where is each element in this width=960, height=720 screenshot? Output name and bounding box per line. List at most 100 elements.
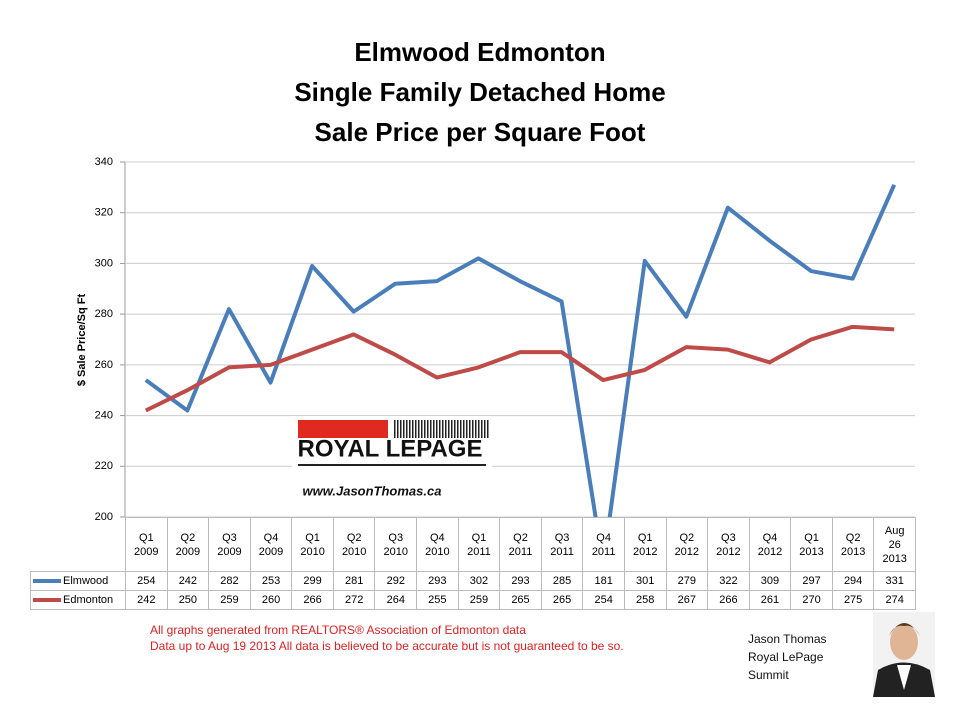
- y-tick-label: 220: [95, 460, 113, 472]
- photo: [873, 612, 935, 697]
- logo: ROYAL LEPAGE www.JasonThomas.ca: [292, 416, 492, 506]
- value-cell: 266: [707, 590, 750, 610]
- y-tick-label: 320: [95, 207, 113, 219]
- header-row: Q1 2009 Q2 2009 Q3 2009 Q4 2009 Q1 2010 Q2 20…: [31, 517, 916, 572]
- legend-cell: Edmonton: [30, 590, 126, 610]
- y-tick-label: 300: [95, 257, 113, 269]
- logo-bar: [415, 420, 417, 438]
- logo-bar: [418, 420, 420, 438]
- logo-bar: [397, 420, 399, 438]
- logo-red: [298, 420, 388, 438]
- value-cell: 302: [457, 571, 501, 591]
- logo-bar: [400, 420, 402, 438]
- logo-bar: [463, 420, 465, 438]
- x-tick-label: Q4 2010: [416, 517, 459, 572]
- x-tick-label: Q3 2009: [208, 517, 251, 572]
- x-tick-label: Q3 2011: [540, 517, 584, 572]
- logo-bar: [469, 420, 471, 438]
- x-tick-label: Q4 2012: [748, 517, 792, 572]
- x-tick-label: Q1 2011: [457, 517, 501, 572]
- title-line: Sale Price per Square Foot: [315, 117, 646, 147]
- value-cell: 299: [291, 571, 334, 591]
- value-cell: 322: [707, 571, 750, 591]
- logo-bar: [466, 420, 468, 438]
- legend-swatch: [33, 579, 61, 584]
- logo-bar: [472, 420, 474, 438]
- value-cell: 293: [416, 571, 459, 591]
- value-cell: 274: [873, 590, 916, 610]
- x-tick-label: Q1 2010: [291, 517, 334, 572]
- value-cell: 242: [166, 571, 210, 591]
- logo-bar: [484, 420, 486, 438]
- y-tick-label: 340: [95, 156, 113, 168]
- logo-bar: [406, 420, 408, 438]
- logo-brand: ROYAL LEPAGE: [298, 435, 483, 462]
- value-cell: 272: [332, 590, 376, 610]
- x-tick-label: Q4 2009: [249, 517, 293, 572]
- lines: [144, 184, 897, 517]
- grid: 200 220 240 260 280 300 320 340: [95, 156, 915, 523]
- y-tick-label: 240: [95, 409, 113, 421]
- x-tick-label: Q4 2011: [582, 517, 625, 572]
- logo-bar: [421, 420, 423, 438]
- logo-bar: [454, 420, 456, 438]
- logo-bar: [475, 420, 477, 438]
- value-cell: 261: [748, 590, 792, 610]
- value-cell: 275: [831, 590, 875, 610]
- series-row: Elmwood 254 242 282 253 299 281 292 293 302 293 285…: [30, 571, 916, 591]
- value-cell: 181: [582, 571, 625, 591]
- x-tick-label: Q1 2013: [790, 517, 833, 572]
- value-cell: 270: [790, 590, 833, 610]
- value-cell: 265: [540, 590, 584, 610]
- x-tick-label: Q2 2012: [665, 517, 709, 572]
- logo-bars: [394, 420, 489, 438]
- y-tick-label: 260: [95, 359, 113, 371]
- value-cell: 254: [582, 590, 625, 610]
- note: Data up to Aug 19 2013 All data is belie…: [150, 639, 624, 653]
- value-cell: 285: [540, 571, 584, 591]
- value-cell: 242: [125, 590, 168, 610]
- blank-cell: [31, 518, 126, 572]
- logo-bar: [394, 420, 396, 438]
- x-tick-label: Q2 2013: [831, 517, 875, 572]
- logo-bar: [436, 420, 438, 438]
- logo-bar: [478, 420, 480, 438]
- title-line: Elmwood Edmonton: [354, 37, 605, 67]
- value-cell: 259: [457, 590, 501, 610]
- value-cell: 254: [125, 571, 168, 591]
- x-tick-label: Q2 2010: [332, 517, 376, 572]
- logo-bar: [481, 420, 483, 438]
- legend-swatch: [33, 598, 61, 603]
- logo-bar: [460, 420, 462, 438]
- logo-bar: [439, 420, 441, 438]
- value-cell: 259: [208, 590, 251, 610]
- value-cell: 309: [748, 571, 792, 591]
- logo-bar: [445, 420, 447, 438]
- value-cell: 282: [208, 571, 251, 591]
- y-tick-label: 280: [95, 308, 113, 320]
- value-cell: 301: [623, 571, 667, 591]
- x-tick-label: Q3 2010: [374, 517, 418, 572]
- logo-bar: [403, 420, 405, 438]
- x-tick-label: Q2 2011: [499, 517, 542, 572]
- series-row: Edmonton 242 250 259 260 266 272 264 255 259 265 26…: [30, 590, 916, 610]
- y-axis-label: $ Sale Price/Sq Ft: [76, 294, 88, 387]
- x-tick-label: Aug 26 2013: [873, 517, 916, 572]
- logo-bar: [412, 420, 414, 438]
- value-cell: 293: [499, 571, 542, 591]
- author: Summit: [748, 668, 789, 682]
- x-tick-label: Q3 2012: [707, 517, 750, 572]
- value-cell: 265: [499, 590, 542, 610]
- x-tick-label: Q2 2009: [166, 517, 210, 572]
- series-line: [144, 324, 895, 413]
- value-cell: 255: [416, 590, 459, 610]
- photo-shirt: [897, 665, 911, 690]
- value-cell: 267: [665, 590, 709, 610]
- logo-bar: [442, 420, 444, 438]
- title-line: Single Family Detached Home: [294, 77, 665, 107]
- series-line: [144, 184, 897, 517]
- logo-bar: [487, 420, 489, 438]
- author: Royal LePage: [748, 650, 824, 664]
- logo-bar: [451, 420, 453, 438]
